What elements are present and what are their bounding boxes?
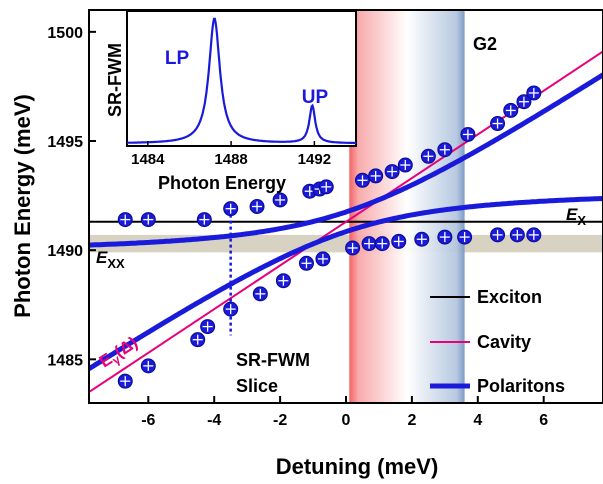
axis-ticks: -6 -4 -2 0 2 4 6 1485 1490 1495 1500 bbox=[47, 25, 548, 429]
upper-polariton-point bbox=[516, 94, 532, 110]
lower-polariton-point bbox=[345, 240, 361, 256]
upper-polariton-point bbox=[490, 116, 506, 132]
upper-polariton-point bbox=[526, 85, 542, 101]
lower-polariton-point bbox=[361, 236, 377, 252]
upper-polariton-point bbox=[117, 212, 133, 228]
lower-polariton-point bbox=[509, 227, 525, 243]
upper-polariton-point bbox=[420, 148, 436, 164]
inset-x-label: Photon Energy bbox=[158, 173, 286, 193]
upper-polariton-point bbox=[272, 192, 288, 208]
x-tick-label: 0 bbox=[342, 412, 351, 429]
inset-plot: 1484 1488 1492 bbox=[127, 17, 356, 168]
lower-polariton-point bbox=[298, 255, 314, 271]
upper-polariton-point bbox=[503, 102, 519, 118]
slice-label-line1: SR-FWM bbox=[236, 350, 310, 370]
g2-label: G2 bbox=[473, 34, 497, 54]
upper-polariton-point bbox=[368, 168, 384, 184]
upper-polariton-point bbox=[318, 179, 334, 195]
lower-polariton-point bbox=[252, 286, 268, 302]
x-tick-label: 6 bbox=[539, 412, 548, 429]
x-tick-label: 4 bbox=[473, 412, 482, 429]
lower-polariton-point bbox=[140, 358, 156, 374]
y-tick-label: 1500 bbox=[47, 25, 83, 42]
upper-polariton-point bbox=[249, 199, 265, 214]
inset-peak-label-up: UP bbox=[302, 87, 329, 108]
lower-polariton-point bbox=[275, 273, 291, 289]
inset-spectrum-line bbox=[127, 17, 356, 145]
upper-polariton-point bbox=[397, 157, 413, 173]
lower-polariton-point bbox=[457, 229, 473, 245]
legend-label-exciton: Exciton bbox=[477, 287, 542, 307]
legend-label-polaritons: Polaritons bbox=[477, 376, 565, 396]
lower-polariton-point bbox=[391, 233, 407, 249]
biexciton-energy-label: EXX bbox=[96, 248, 125, 271]
x-tick-label: 2 bbox=[407, 412, 416, 429]
lower-polariton-point bbox=[315, 251, 331, 267]
inset-chart: 1484 1488 1492 SR-FWM Photon Energy LP UP bbox=[105, 10, 357, 193]
upper-polariton-curve bbox=[89, 72, 603, 248]
y-tick-label: 1490 bbox=[47, 243, 83, 260]
x-axis-label: Detuning (meV) bbox=[276, 454, 439, 479]
lower-polariton-point bbox=[437, 229, 453, 245]
inset-peak-label-lp: LP bbox=[165, 48, 190, 69]
inset-frame bbox=[126, 10, 357, 147]
x-tick-label: -2 bbox=[273, 412, 287, 429]
upper-polariton-point bbox=[460, 126, 476, 142]
legend: Exciton Cavity Polaritons bbox=[430, 287, 565, 396]
legend-label-cavity: Cavity bbox=[477, 332, 531, 352]
upper-polariton-point bbox=[140, 212, 156, 228]
inset-x-tick-label: 1484 bbox=[131, 151, 165, 168]
upper-polariton-point bbox=[223, 201, 239, 217]
lower-polariton-point bbox=[200, 319, 216, 335]
inset-y-label: SR-FWM bbox=[105, 43, 125, 117]
lower-polariton-point bbox=[414, 231, 430, 247]
x-tick-label: -6 bbox=[141, 412, 155, 429]
data-point-layer bbox=[117, 85, 542, 389]
inset-x-tick-label: 1488 bbox=[214, 151, 247, 168]
upper-polariton-point bbox=[384, 164, 400, 180]
y-axis-label: Photon Energy (meV) bbox=[10, 94, 35, 318]
lower-polariton-point bbox=[374, 236, 390, 252]
inset-x-tick-label: 1492 bbox=[298, 151, 331, 168]
slice-label-line2: Slice bbox=[236, 376, 278, 396]
upper-polariton-point bbox=[196, 212, 212, 228]
lower-polariton-point bbox=[190, 332, 206, 348]
lower-polariton-point bbox=[223, 301, 239, 317]
y-tick-label: 1495 bbox=[47, 134, 83, 151]
y-tick-label: 1485 bbox=[47, 352, 83, 369]
upper-polariton-point bbox=[437, 142, 453, 158]
lower-polariton-point bbox=[526, 227, 542, 243]
x-tick-label: -4 bbox=[207, 412, 221, 429]
lower-polariton-point bbox=[490, 227, 506, 243]
upper-polariton-point bbox=[354, 172, 370, 188]
lower-polariton-point bbox=[117, 373, 133, 389]
exciton-energy-label: EX bbox=[566, 205, 586, 228]
lower-polariton-curve bbox=[89, 196, 603, 371]
